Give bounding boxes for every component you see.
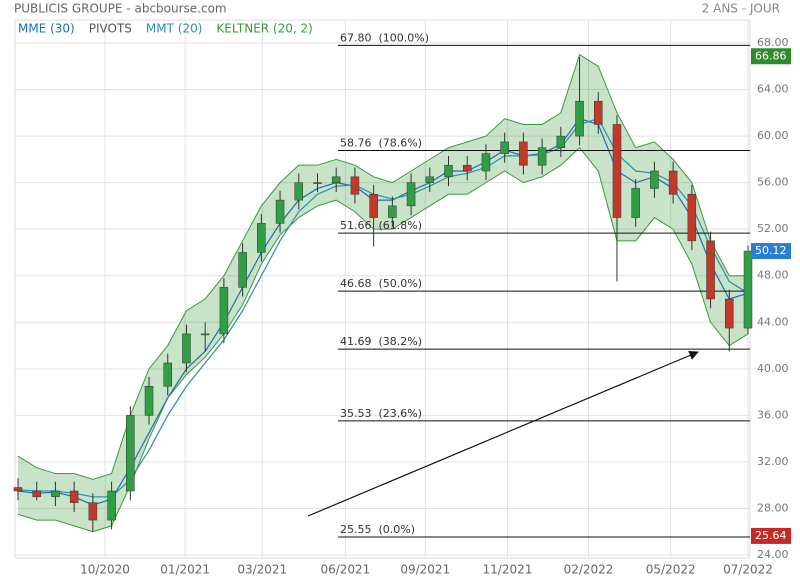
fib-label: 67.80 (100.0%): [340, 31, 429, 44]
x-tick-label: 02/2022: [564, 563, 614, 577]
x-tick-label: 03/2021: [237, 563, 287, 577]
x-tick-label: 11/2021: [483, 563, 533, 577]
fib-label: 51.66 (61.8%): [340, 219, 422, 232]
candle-body: [575, 100, 584, 137]
x-tick-label: 10/2020: [80, 563, 130, 577]
chart-subtitle: 2 ANS - JOUR: [702, 2, 780, 16]
candle-body: [163, 362, 172, 387]
price-badge-label: 25.64: [755, 529, 787, 542]
trend-arrow: [307, 350, 699, 517]
candle-body: [462, 164, 472, 172]
candle-body: [594, 100, 603, 125]
candle-body: [51, 490, 60, 498]
candle-body: [444, 164, 453, 178]
candle-body: [294, 182, 304, 201]
chart-title: PUBLICIS GROUPE - abcbourse.com: [14, 2, 227, 16]
price-badge: [751, 527, 791, 544]
y-tick-label: 52.00: [757, 222, 789, 235]
y-tick-label: 48.00: [757, 269, 789, 282]
candle-body: [238, 252, 247, 288]
candle-body: [650, 170, 659, 189]
fib-label: 46.68 (50.0%): [340, 277, 422, 290]
candle-body: [556, 135, 566, 148]
moving-average: [17, 117, 749, 498]
candle-body: [69, 490, 79, 503]
candle-body: [668, 170, 678, 195]
candle-body: [519, 141, 528, 166]
legend-entry: MMT (20): [146, 22, 202, 36]
price-badge-label: 66.86: [755, 49, 787, 62]
x-tick-label: 01/2021: [160, 563, 210, 577]
candle-body: [631, 188, 640, 218]
candle-body: [537, 147, 547, 166]
candle-body: [88, 502, 98, 521]
x-tick-label: 09/2021: [400, 563, 450, 577]
x-tick-label: 07/2022: [723, 563, 773, 577]
y-tick-label: 64.00: [757, 83, 789, 96]
y-tick-label: 24.00: [757, 548, 789, 561]
price-badge-label: 50.12: [755, 244, 787, 257]
candle-body: [388, 205, 397, 218]
candle-body: [612, 124, 622, 218]
candle-body: [144, 386, 154, 416]
candle-body: [725, 298, 734, 329]
keltner-upper: [17, 53, 748, 480]
legend-entry: KELTNER (20, 2): [216, 22, 312, 36]
fib-label: 35.53 (23.6%): [340, 407, 422, 420]
price-badge: [751, 243, 791, 260]
candle-body: [369, 194, 378, 218]
price-badge: [751, 48, 791, 65]
keltner-lower: [17, 146, 749, 533]
legend-entry: MME (30): [18, 22, 75, 36]
y-tick-label: 36.00: [757, 408, 789, 421]
y-tick-label: 28.00: [757, 501, 789, 514]
legend-entry: PIVOTS: [89, 22, 132, 36]
candle-body: [313, 182, 322, 184]
candle-body: [406, 182, 416, 207]
candle-body: [275, 199, 285, 224]
candle-body: [257, 223, 266, 253]
y-tick-label: 44.00: [757, 315, 789, 328]
candle-body: [350, 176, 360, 195]
candle-body: [126, 415, 135, 492]
candle-body: [13, 487, 23, 492]
candle-body: [743, 250, 753, 329]
x-tick-label: 06/2021: [320, 563, 370, 577]
candle-body: [200, 333, 210, 336]
y-tick-label: 68.00: [757, 36, 789, 49]
y-tick-label: 56.00: [757, 176, 789, 189]
candle-body: [425, 176, 435, 183]
y-tick-label: 40.00: [757, 362, 789, 375]
y-tick-label: 32.00: [757, 455, 789, 468]
x-tick-label: 05/2022: [646, 563, 696, 577]
candle-body: [107, 490, 116, 521]
candle-body: [32, 490, 41, 498]
fib-label: 58.76 (78.6%): [340, 137, 422, 150]
candle-body: [687, 194, 697, 242]
moving-average: [17, 117, 749, 506]
y-tick-label: 60.00: [757, 129, 789, 142]
fib-label: 41.69 (38.2%): [340, 335, 422, 348]
candle-body: [706, 240, 715, 300]
candle-body: [481, 153, 491, 172]
candle-body: [219, 287, 229, 335]
candle-body: [500, 141, 509, 154]
candle-body: [331, 176, 341, 183]
keltner-fill: [18, 54, 748, 532]
fib-label: 25.55 (0.0%): [340, 523, 415, 536]
candle-body: [182, 333, 191, 364]
